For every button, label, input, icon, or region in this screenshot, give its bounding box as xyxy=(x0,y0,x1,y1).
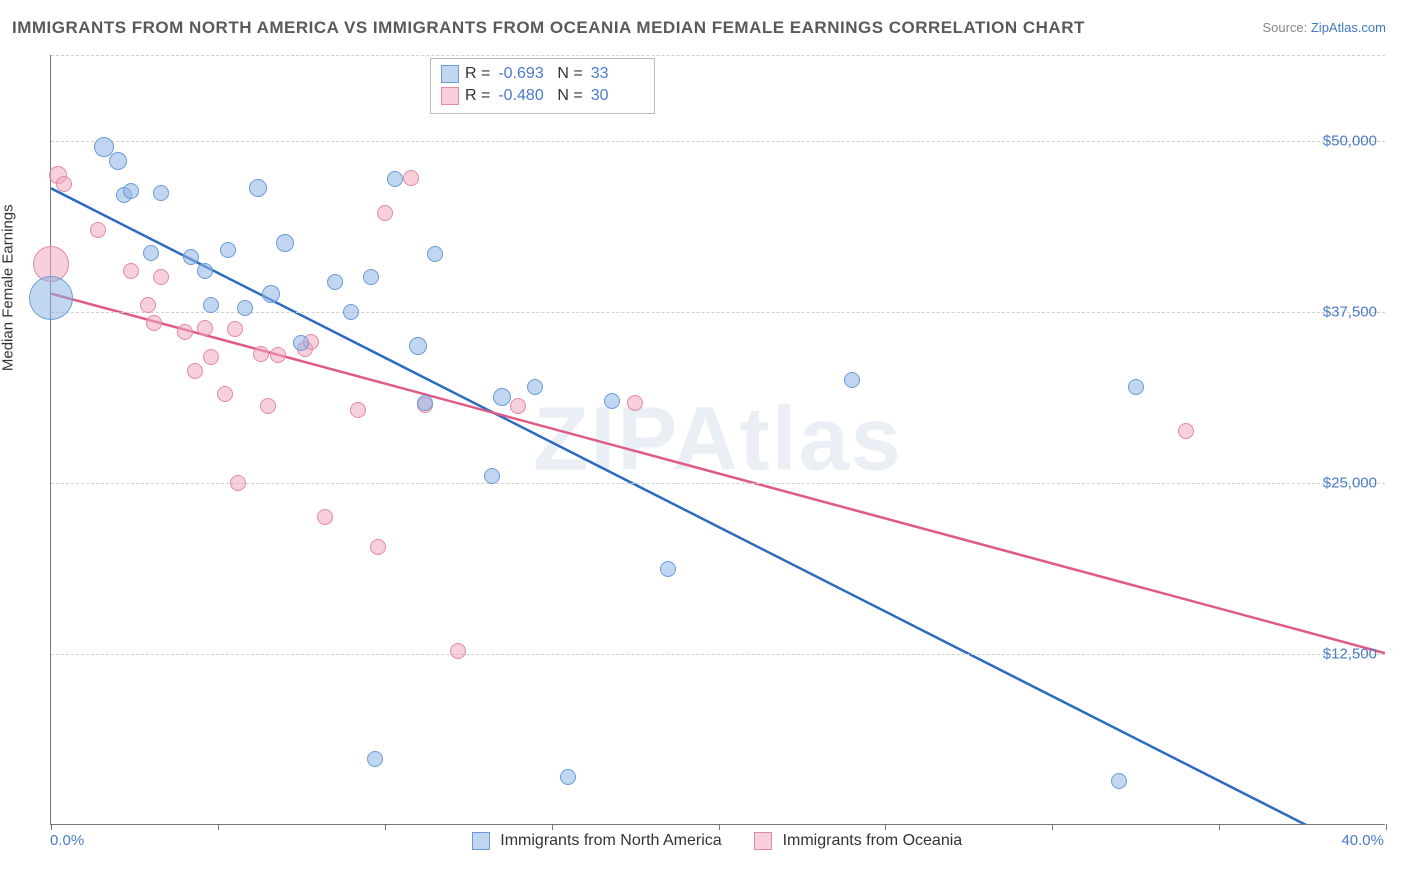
x-tick xyxy=(885,824,886,830)
data-point-na xyxy=(153,185,169,201)
data-point-oc xyxy=(177,324,193,340)
plot-area: ZIPAtlas $12,500 $25,000 $37,500 $50,000 xyxy=(50,55,1385,825)
data-point-na xyxy=(293,335,309,351)
data-point-na xyxy=(363,269,379,285)
legend-label-na: Immigrants from North America xyxy=(500,832,721,849)
data-point-oc xyxy=(317,509,333,525)
data-point-oc xyxy=(270,347,286,363)
r-label: R = xyxy=(465,63,490,85)
data-point-oc xyxy=(56,176,72,192)
y-tick-label: $25,000 xyxy=(1323,474,1377,491)
data-point-oc xyxy=(227,321,243,337)
data-point-na xyxy=(604,393,620,409)
data-point-oc xyxy=(403,170,419,186)
gridline xyxy=(51,483,1385,484)
x-tick xyxy=(1386,824,1387,830)
data-point-na xyxy=(484,468,500,484)
data-point-na xyxy=(660,561,676,577)
data-point-oc xyxy=(197,320,213,336)
swatch-na-icon xyxy=(472,832,490,850)
data-point-oc xyxy=(260,398,276,414)
data-point-na xyxy=(197,263,213,279)
data-point-na xyxy=(220,242,236,258)
x-tick xyxy=(218,824,219,830)
data-point-na xyxy=(493,388,511,406)
source-link[interactable]: ZipAtlas.com xyxy=(1311,20,1386,35)
data-point-oc xyxy=(230,475,246,491)
n-value-oc: 30 xyxy=(589,85,644,107)
x-tick xyxy=(51,824,52,830)
data-point-na xyxy=(109,152,127,170)
data-point-oc xyxy=(146,315,162,331)
n-label: N = xyxy=(557,85,582,107)
r-label: R = xyxy=(465,85,490,107)
source-attribution: Source: ZipAtlas.com xyxy=(1262,20,1386,35)
data-point-na xyxy=(262,285,280,303)
x-tick xyxy=(552,824,553,830)
data-point-oc xyxy=(370,539,386,555)
watermark: ZIPAtlas xyxy=(533,388,902,491)
stats-legend: R = -0.693 N = 33 R = -0.480 N = 30 xyxy=(430,58,655,114)
r-value-oc: -0.480 xyxy=(496,85,551,107)
data-point-oc xyxy=(203,349,219,365)
n-label: N = xyxy=(557,63,582,85)
gridline xyxy=(51,55,1385,56)
data-point-oc xyxy=(1178,423,1194,439)
data-point-na xyxy=(237,300,253,316)
data-point-na xyxy=(409,337,427,355)
trend-lines xyxy=(51,55,1385,824)
swatch-na xyxy=(441,65,459,83)
x-tick xyxy=(1219,824,1220,830)
gridline xyxy=(51,141,1385,142)
y-tick-label: $50,000 xyxy=(1323,132,1377,149)
legend-row-na: R = -0.693 N = 33 xyxy=(441,63,644,85)
data-point-na xyxy=(844,372,860,388)
legend-row-oc: R = -0.480 N = 30 xyxy=(441,85,644,107)
data-point-oc xyxy=(350,402,366,418)
data-point-na xyxy=(183,249,199,265)
data-point-oc xyxy=(450,643,466,659)
data-point-na xyxy=(417,395,433,411)
y-axis-label: Median Female Earnings xyxy=(0,204,17,371)
y-tick-label: $12,500 xyxy=(1323,645,1377,662)
data-point-na xyxy=(203,297,219,313)
data-point-na xyxy=(29,276,73,320)
x-tick xyxy=(719,824,720,830)
swatch-oc-icon xyxy=(754,832,772,850)
series-legend: Immigrants from North America Immigrants… xyxy=(0,832,1406,850)
data-point-na xyxy=(123,183,139,199)
x-tick xyxy=(385,824,386,830)
swatch-oc xyxy=(441,87,459,105)
n-value-na: 33 xyxy=(589,63,644,85)
data-point-oc xyxy=(217,386,233,402)
data-point-oc xyxy=(90,222,106,238)
data-point-na xyxy=(560,769,576,785)
data-point-na xyxy=(276,234,294,252)
gridline xyxy=(51,654,1385,655)
data-point-na xyxy=(427,246,443,262)
data-point-oc xyxy=(140,297,156,313)
data-point-na xyxy=(343,304,359,320)
data-point-na xyxy=(527,379,543,395)
data-point-oc xyxy=(187,363,203,379)
data-point-na xyxy=(367,751,383,767)
data-point-na xyxy=(1111,773,1127,789)
chart-title: IMMIGRANTS FROM NORTH AMERICA VS IMMIGRA… xyxy=(12,18,1085,38)
legend-label-oc: Immigrants from Oceania xyxy=(783,832,963,849)
data-point-na xyxy=(387,171,403,187)
data-point-oc xyxy=(153,269,169,285)
data-point-oc xyxy=(377,205,393,221)
data-point-oc xyxy=(123,263,139,279)
x-tick xyxy=(1052,824,1053,830)
data-point-na xyxy=(1128,379,1144,395)
r-value-na: -0.693 xyxy=(496,63,551,85)
y-tick-label: $37,500 xyxy=(1323,303,1377,320)
data-point-na xyxy=(249,179,267,197)
data-point-na xyxy=(143,245,159,261)
data-point-oc xyxy=(627,395,643,411)
data-point-oc xyxy=(510,398,526,414)
source-label: Source: xyxy=(1262,20,1310,35)
data-point-na xyxy=(327,274,343,290)
data-point-oc xyxy=(253,346,269,362)
